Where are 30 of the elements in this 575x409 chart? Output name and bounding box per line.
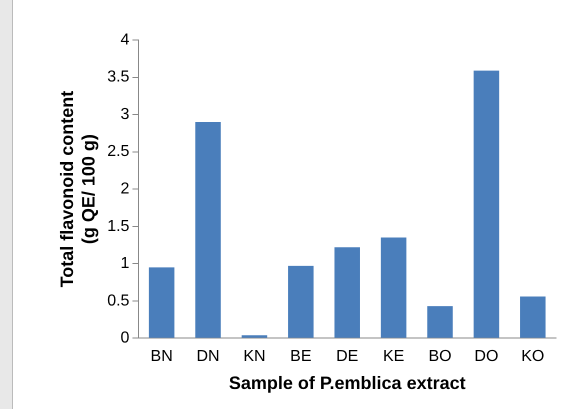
x-tick-label: KE	[382, 348, 404, 366]
x-tick-label: BO	[428, 348, 452, 366]
x-tick-label: DN	[196, 348, 220, 366]
y-tick-label: 3	[120, 106, 130, 123]
bar	[288, 266, 314, 338]
x-tick-label: BE	[290, 348, 312, 366]
x-tick-label: DE	[336, 348, 358, 366]
y-tick-label: 1.5	[107, 218, 130, 235]
bar	[148, 267, 174, 338]
bar	[520, 296, 546, 338]
y-tick-label: 0	[120, 330, 130, 347]
x-tick-label: DO	[474, 348, 498, 366]
text: Total flavonoid content	[56, 90, 77, 288]
y-tick-label: 0.5	[107, 292, 130, 310]
x-tick-label: BN	[150, 348, 173, 366]
bar	[380, 238, 406, 338]
bar	[195, 122, 221, 338]
bar	[427, 306, 453, 338]
x-axis-title: Sample of P.emblica extract	[228, 373, 466, 394]
bar	[474, 70, 500, 338]
y-tick-label: 2	[120, 180, 130, 198]
y-tick-label: 1	[120, 255, 130, 272]
y-tick-label: 4	[120, 31, 130, 48]
bar	[334, 247, 360, 338]
text: (g QE/ 100 g)	[78, 134, 98, 244]
bar	[242, 335, 268, 338]
y-tick-label: 3.5	[107, 68, 130, 86]
x-tick-label: KO	[521, 348, 544, 366]
y-tick-label: 2.5	[107, 143, 130, 160]
x-tick-label: KN	[243, 348, 266, 366]
